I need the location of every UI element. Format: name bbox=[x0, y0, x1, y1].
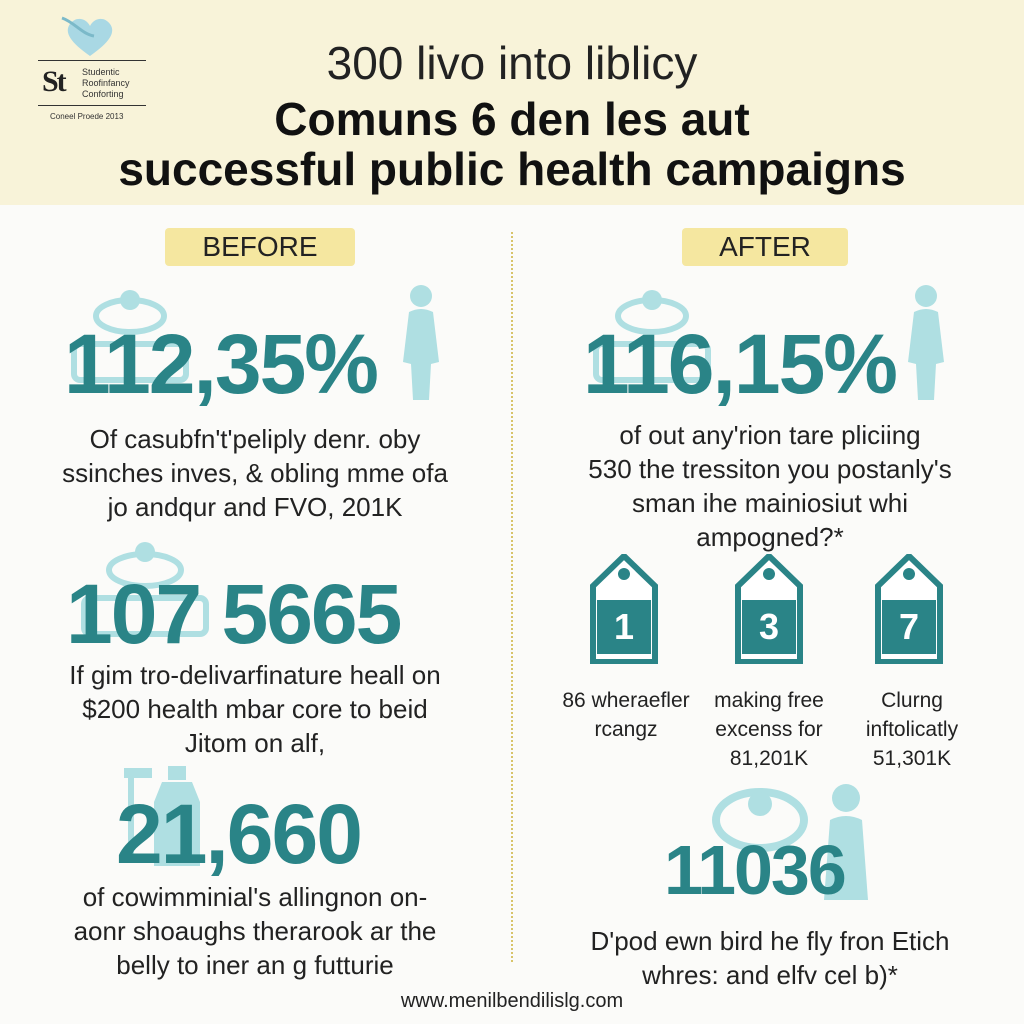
header-banner: St Studentic Roofinfancy Conforting Cone… bbox=[0, 0, 1024, 205]
before-stat-2-text: If gim tro-delivarfinature heall on $200… bbox=[20, 658, 490, 760]
column-divider bbox=[511, 232, 513, 962]
logo-caption: Coneel Proede 2013 bbox=[50, 112, 124, 121]
after-stat-1-value: 116,15% bbox=[583, 317, 898, 411]
health-worker-icon bbox=[81, 542, 209, 637]
desc-line: D'pod ewn bird he fly fron Etich bbox=[590, 926, 950, 956]
step-caption-2: making free excenss for 81,201K bbox=[689, 686, 849, 773]
before-stat-2-value: 107 5665 bbox=[66, 567, 402, 661]
logo-text: Studentic Roofinfancy Conforting bbox=[82, 67, 130, 100]
caption-line: 51,301K bbox=[872, 747, 952, 770]
before-stat-3-value: 21,660 bbox=[116, 787, 363, 881]
caption-line: rcangz bbox=[594, 718, 658, 741]
desc-line: Of casubfn't'‌peliply denr. oby bbox=[89, 424, 421, 454]
caption-line: 81,201K bbox=[729, 747, 809, 770]
step-card-2: 3 bbox=[728, 551, 810, 665]
desc-line: 530 the tressiton you postanly's bbox=[588, 454, 952, 484]
after-stat-2-text: D'pod ewn bird he fly fron Etich whres: … bbox=[530, 924, 1010, 992]
health-worker-icon bbox=[71, 290, 189, 383]
person-silhouette-icon bbox=[403, 285, 439, 400]
step-number: 7 bbox=[882, 600, 936, 654]
before-stat-1-value: 112,35% bbox=[64, 317, 379, 411]
desc-line: aonr shoaughs therarook ar the bbox=[73, 916, 437, 946]
footer-url: www.menilbendilislg.com bbox=[400, 990, 624, 1012]
person-silhouette-icon bbox=[908, 285, 944, 400]
after-stat-1-text: of out any'rion tare pliciing 530 the tr… bbox=[530, 418, 1010, 554]
desc-line: If gim tro-delivarfinature heall on bbox=[69, 660, 441, 690]
step-caption-1: 86 wheraefler rcangz bbox=[546, 686, 706, 744]
desc-line: whres: and elfv cel b)* bbox=[642, 960, 898, 990]
before-stat-1-text: Of casubfn't'‌peliply denr. oby ssinches… bbox=[20, 422, 490, 524]
logo-line: Roofinfancy bbox=[82, 78, 130, 88]
desc-line: ssinches inves, & obling mme ofa bbox=[62, 458, 448, 488]
step-card-1: 1 bbox=[583, 551, 665, 665]
medicine-bottle-icon bbox=[124, 766, 200, 866]
caption-line: 86 wheraefler bbox=[562, 689, 690, 712]
logo-wordmark-box: St Studentic Roofinfancy Conforting bbox=[38, 60, 146, 106]
caption-line: Clurng bbox=[881, 689, 943, 712]
desc-line: ampogned?* bbox=[696, 522, 844, 552]
desc-line: jo andqur and FVO, 201K bbox=[107, 492, 403, 522]
page-title-line-1: Comuns 6 den les aut bbox=[274, 93, 750, 145]
caption-line: excenss for bbox=[715, 718, 823, 741]
before-stat-3-text: of cowimminial's allingnon on- aonr shoa… bbox=[20, 880, 490, 982]
logo-line: Studentic bbox=[82, 67, 120, 77]
desc-line: belly to iner an g futturie bbox=[116, 950, 394, 980]
logo-mark: St bbox=[42, 65, 67, 98]
page-subtitle: 300 livo into liblicy bbox=[326, 37, 698, 89]
caption-line: inftolicatly bbox=[865, 718, 959, 741]
desc-line: $200 health mbar core to beid bbox=[82, 694, 428, 724]
desc-line: Jitom on alf, bbox=[184, 728, 326, 758]
health-worker-icon bbox=[712, 784, 868, 900]
step-caption-3: Clurng inftolicatly 51,301K bbox=[832, 686, 992, 773]
step-number: 1 bbox=[597, 600, 651, 654]
heart-logo-icon bbox=[61, 16, 113, 56]
page-title-line-2: successful public health campaigns bbox=[118, 143, 906, 195]
before-label: BEFORE bbox=[165, 228, 355, 266]
step-card-3: 7 bbox=[868, 551, 950, 665]
desc-line: of cowimminial's allingnon on- bbox=[82, 882, 428, 912]
health-worker-icon bbox=[593, 290, 711, 383]
step-number: 3 bbox=[742, 600, 796, 654]
logo: St Studentic Roofinfancy Conforting Cone… bbox=[34, 8, 152, 123]
caption-line: making free bbox=[714, 689, 824, 712]
after-stat-2-value: 11036 bbox=[664, 831, 847, 909]
desc-line: of out any'rion tare pliciing bbox=[619, 420, 921, 450]
logo-line: Conforting bbox=[82, 89, 124, 99]
desc-line: sman ihe mainiosiut whi bbox=[631, 488, 908, 518]
after-label: AFTER bbox=[682, 228, 848, 266]
